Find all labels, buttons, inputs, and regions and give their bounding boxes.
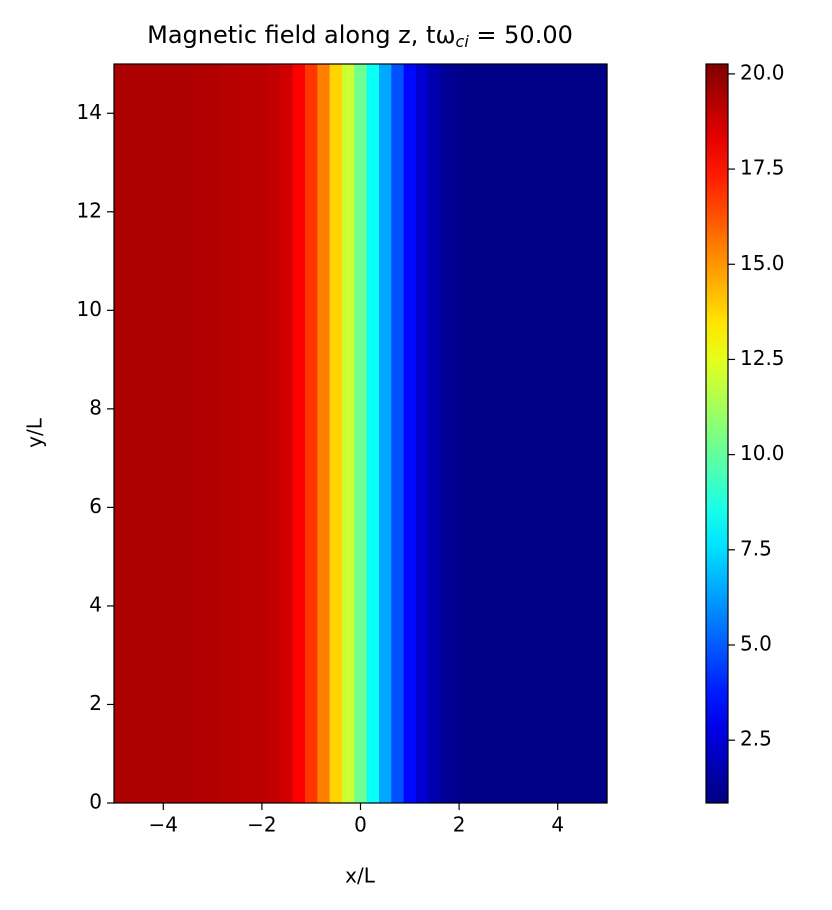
heatmap-column — [354, 64, 368, 803]
colorbar-tick-label: 20.0 — [740, 60, 785, 84]
heatmap-column — [181, 64, 195, 803]
y-tick-label: 12 — [77, 198, 102, 222]
colorbar-tick-label: 17.5 — [740, 156, 785, 180]
y-tick-label: 14 — [77, 100, 102, 124]
heatmap-column — [255, 64, 269, 803]
colorbar-tick-label: 12.5 — [740, 346, 785, 370]
heatmap-column — [576, 64, 590, 803]
y-tick-label: 2 — [89, 691, 102, 715]
heatmap-column — [366, 64, 380, 803]
heatmap-column — [194, 64, 208, 803]
y-tick-label: 10 — [77, 297, 102, 321]
heatmap-column — [218, 64, 232, 803]
title-suffix: = 50.00 — [469, 21, 573, 49]
heatmap-column — [206, 64, 220, 803]
heatmap-column — [268, 64, 281, 803]
x-tick-label: −4 — [149, 813, 178, 837]
heatmap-column — [243, 64, 257, 803]
heatmap-column — [452, 64, 466, 803]
heatmap-column — [114, 64, 121, 803]
heatmap-column — [132, 64, 146, 803]
heatmap-column — [600, 64, 608, 803]
heatmap-column — [440, 64, 454, 803]
heatmap-column — [342, 64, 355, 803]
heatmap-column — [144, 64, 158, 803]
heatmap-column — [588, 64, 602, 803]
heatmap-column — [329, 64, 343, 803]
y-tick-label: 4 — [89, 592, 102, 616]
colorbar — [705, 63, 729, 804]
x-tick-label: 2 — [453, 813, 466, 837]
chart-title: Magnetic field along z, tωci = 50.00 — [147, 21, 573, 51]
colorbar-tick-label: 2.5 — [740, 727, 772, 751]
heatmap-column — [120, 64, 134, 803]
x-tick-label: −2 — [247, 813, 276, 837]
heatmap-column — [526, 64, 540, 803]
title-main: Magnetic field along z, tω — [147, 21, 455, 49]
heatmap-column — [477, 64, 491, 803]
heatmap-column — [280, 64, 294, 803]
colorbar-tick-label: 5.0 — [740, 631, 772, 655]
y-tick-label: 8 — [89, 395, 102, 419]
y-tick-label: 6 — [89, 494, 102, 518]
heatmap-column — [415, 64, 429, 803]
y-axis-label: y/L — [23, 417, 47, 448]
colorbar-tick-label: 15.0 — [740, 251, 785, 275]
heatmap-column — [489, 64, 503, 803]
heatmap-column — [465, 64, 479, 803]
heatmap-column — [317, 64, 331, 803]
heatmap-column — [539, 64, 553, 803]
heatmap-column — [378, 64, 392, 803]
x-tick-label: 0 — [354, 813, 367, 837]
heatmap-column — [514, 64, 528, 803]
heatmap-column — [157, 64, 171, 803]
heatmap-column — [231, 64, 245, 803]
heatmap-column — [428, 64, 442, 803]
colorbar-tick-label: 7.5 — [740, 536, 772, 560]
heatmap-column — [551, 64, 565, 803]
x-tick-label: 4 — [551, 813, 564, 837]
heatmap-column — [502, 64, 516, 803]
colorbar-tick-label: 10.0 — [740, 441, 785, 465]
x-axis-label: x/L — [345, 864, 376, 888]
heatmap-column — [403, 64, 417, 803]
y-tick-label: 0 — [89, 790, 102, 814]
heatmap-column — [292, 64, 306, 803]
title-subscript: ci — [456, 32, 470, 51]
heatmap-column — [169, 64, 183, 803]
heatmap-column — [391, 64, 405, 803]
heatmap-column — [305, 64, 318, 803]
heatmap-column — [563, 64, 577, 803]
